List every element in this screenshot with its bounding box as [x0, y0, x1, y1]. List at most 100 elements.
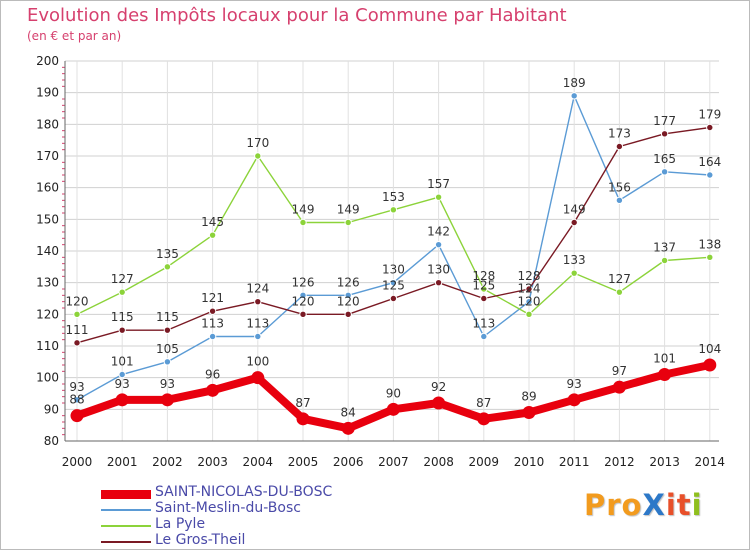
legend-label: SAINT-NICOLAS-DU-BOSC [155, 484, 333, 500]
y-tick-label: 120 [36, 307, 59, 321]
data-label: 124 [246, 282, 269, 296]
data-point [525, 297, 533, 306]
x-tick-label: 2003 [197, 455, 228, 469]
legend-swatch [101, 489, 151, 499]
data-label: 153 [382, 190, 405, 204]
data-label: 170 [246, 136, 269, 150]
y-tick-label: 110 [36, 339, 59, 353]
data-point [570, 218, 578, 227]
data-label: 87 [476, 396, 491, 410]
data-point [208, 231, 217, 239]
data-label: 92 [431, 380, 446, 394]
y-tick-label: 170 [36, 149, 59, 163]
data-point [208, 307, 217, 315]
data-label: 97 [612, 364, 627, 378]
x-tick-label: 2013 [649, 455, 680, 469]
data-point [299, 218, 307, 227]
data-point [163, 326, 172, 334]
data-label: 130 [427, 263, 450, 277]
logo-part: it [665, 488, 692, 522]
data-label: 90 [386, 386, 401, 400]
data-point [118, 326, 126, 334]
y-tick-label: 140 [36, 244, 59, 258]
series-2 [73, 152, 714, 319]
data-label: 89 [521, 390, 536, 404]
data-label: 93 [160, 377, 175, 391]
data-label: 177 [653, 114, 676, 128]
grid [65, 60, 719, 441]
data-label: 120 [292, 294, 315, 308]
data-point [612, 380, 626, 394]
data-label: 137 [653, 241, 676, 255]
data-label: 145 [201, 215, 224, 229]
data-point [432, 396, 446, 410]
data-label: 96 [205, 367, 220, 381]
y-tick-label: 90 [44, 402, 59, 416]
data-point [522, 406, 536, 419]
data-point [254, 152, 262, 160]
data-point [570, 92, 578, 100]
data-point [525, 310, 533, 319]
data-label: 127 [111, 272, 134, 286]
data-label: 120 [518, 294, 541, 308]
data-label: 87 [295, 396, 310, 410]
data-label: 125 [472, 279, 495, 293]
data-point [434, 240, 443, 249]
data-point [163, 358, 172, 366]
data-point [344, 310, 352, 319]
data-point [296, 412, 310, 426]
data-point [118, 288, 126, 296]
data-point [703, 358, 717, 372]
data-label: 149 [337, 203, 360, 217]
data-label: 88 [69, 393, 84, 407]
data-point [706, 253, 714, 262]
data-point [480, 332, 488, 341]
data-label: 100 [246, 355, 269, 369]
data-label: 101 [111, 355, 134, 369]
series-group [70, 92, 717, 435]
x-tick-label: 2008 [423, 455, 454, 469]
logo-part: Pro [584, 488, 643, 522]
proxiti-logo: ProXiti [584, 488, 703, 522]
data-point [344, 291, 352, 300]
data-label: 113 [472, 317, 495, 331]
data-label: 120 [66, 294, 89, 308]
data-label: 127 [608, 272, 631, 286]
data-point [570, 269, 578, 277]
data-point [299, 310, 307, 319]
data-label: 93 [567, 377, 582, 391]
series-1 [73, 92, 714, 404]
data-point [344, 218, 352, 227]
data-label: 125 [382, 279, 405, 293]
data-label: 189 [563, 76, 586, 90]
data-label: 165 [653, 152, 676, 166]
data-label: 101 [653, 352, 676, 366]
data-point [525, 285, 533, 293]
legend-label: La Pyle [155, 516, 206, 532]
data-label: 111 [66, 323, 89, 337]
data-label: 115 [111, 310, 134, 324]
data-label: 84 [341, 405, 356, 419]
data-label: 173 [608, 127, 631, 141]
x-tick-label: 2009 [469, 455, 500, 469]
y-tick-label: 200 [36, 54, 59, 68]
y-tick-label: 180 [36, 117, 59, 131]
logo-part: X [642, 488, 666, 522]
legend-swatch [101, 509, 151, 511]
y-tick-label: 190 [36, 86, 59, 100]
legend-swatch [101, 541, 151, 543]
x-tick-label: 2001 [107, 455, 138, 469]
data-point [70, 409, 84, 423]
data-label: 142 [427, 225, 450, 239]
x-tick-label: 2010 [514, 455, 545, 469]
data-label: 179 [698, 108, 721, 122]
data-point [386, 402, 400, 416]
data-point [658, 368, 672, 381]
data-label: 149 [292, 203, 315, 217]
data-point [660, 256, 669, 265]
data-label: 133 [563, 253, 586, 267]
x-tick-label: 2007 [378, 455, 409, 469]
data-label: 124 [518, 282, 541, 296]
legend-label: Saint-Meslin-du-Bosc [155, 500, 301, 516]
data-label: 128 [472, 269, 495, 283]
